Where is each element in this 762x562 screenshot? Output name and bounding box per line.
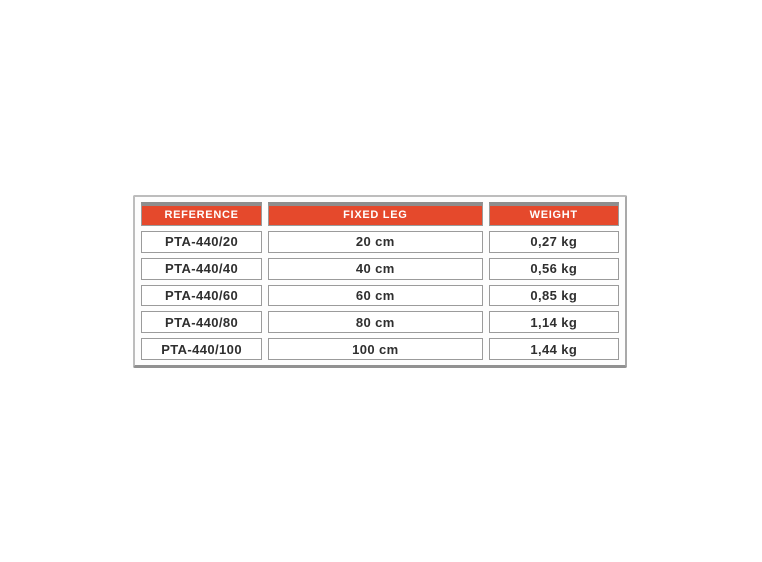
cell-reference: PTA-440/80 (141, 311, 263, 334)
table-row: PTA-440/100 100 cm 1,44 kg (141, 338, 619, 360)
spec-table-header: REFERENCE FIXED LEG WEIGHT (141, 202, 619, 226)
cell-weight: 1,44 kg (488, 338, 619, 360)
column-header-reference: REFERENCE (141, 202, 263, 226)
header-row: REFERENCE FIXED LEG WEIGHT (141, 202, 619, 226)
spec-table-frame: REFERENCE FIXED LEG WEIGHT PTA-440/20 20… (133, 195, 627, 368)
column-header-fixed-leg: FIXED LEG (268, 202, 483, 226)
cell-reference: PTA-440/100 (141, 338, 263, 360)
cell-weight: 1,14 kg (488, 311, 619, 334)
cell-fixed-leg: 20 cm (268, 231, 483, 253)
cell-weight: 0,85 kg (488, 284, 619, 307)
cell-reference: PTA-440/60 (141, 284, 263, 307)
cell-fixed-leg: 40 cm (268, 257, 483, 280)
cell-weight: 0,56 kg (488, 257, 619, 280)
cell-fixed-leg: 100 cm (268, 338, 483, 360)
cell-fixed-leg: 60 cm (268, 284, 483, 307)
table-row: PTA-440/60 60 cm 0,85 kg (141, 284, 619, 307)
spec-table-body: PTA-440/20 20 cm 0,27 kg PTA-440/40 40 c… (141, 231, 619, 360)
cell-reference: PTA-440/40 (141, 257, 263, 280)
cell-weight: 0,27 kg (488, 231, 619, 253)
table-row: PTA-440/20 20 cm 0,27 kg (141, 231, 619, 253)
cell-reference: PTA-440/20 (141, 231, 263, 253)
cell-fixed-leg: 80 cm (268, 311, 483, 334)
column-header-weight: WEIGHT (488, 202, 619, 226)
table-row: PTA-440/80 80 cm 1,14 kg (141, 311, 619, 334)
table-row: PTA-440/40 40 cm 0,56 kg (141, 257, 619, 280)
spec-table: REFERENCE FIXED LEG WEIGHT PTA-440/20 20… (135, 197, 625, 365)
